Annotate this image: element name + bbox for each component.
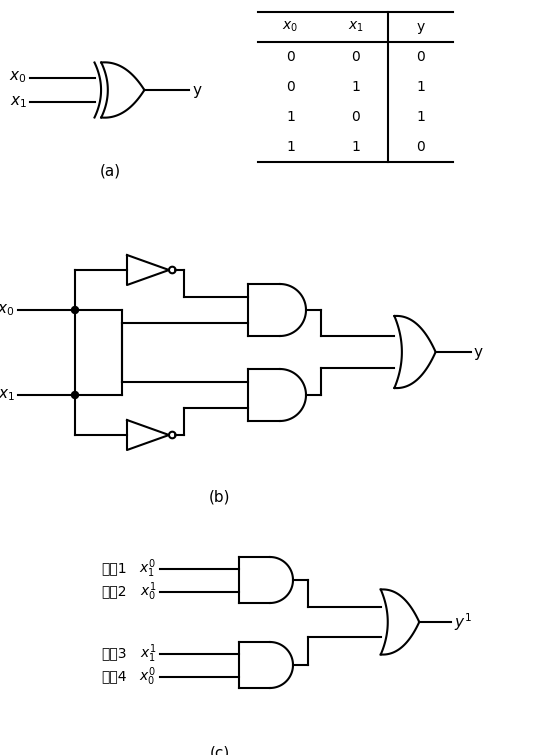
Text: $x_0^1$: $x_0^1$ bbox=[140, 580, 156, 602]
Text: 输入1: 输入1 bbox=[101, 562, 127, 575]
Circle shape bbox=[72, 392, 79, 399]
Text: 1: 1 bbox=[416, 80, 425, 94]
Text: 1: 1 bbox=[416, 110, 425, 124]
Text: (c): (c) bbox=[210, 745, 230, 755]
Text: 0: 0 bbox=[286, 80, 295, 94]
Text: $y^1$: $y^1$ bbox=[454, 611, 472, 633]
Text: 1: 1 bbox=[286, 110, 295, 124]
Text: (a): (a) bbox=[99, 163, 121, 178]
Text: 输入4: 输入4 bbox=[101, 670, 127, 683]
Text: 0: 0 bbox=[286, 50, 295, 64]
Text: 0: 0 bbox=[351, 110, 360, 124]
Text: 输入3: 输入3 bbox=[101, 646, 127, 661]
Text: $x_1$: $x_1$ bbox=[348, 20, 363, 34]
Text: y: y bbox=[192, 82, 201, 97]
Text: 0: 0 bbox=[416, 140, 425, 154]
Text: 1: 1 bbox=[351, 140, 360, 154]
Text: 1: 1 bbox=[286, 140, 295, 154]
Text: y: y bbox=[473, 344, 483, 359]
Text: $x_1^1$: $x_1^1$ bbox=[140, 643, 156, 665]
Text: $x_0$: $x_0$ bbox=[282, 20, 299, 34]
Text: $x_1$: $x_1$ bbox=[0, 387, 15, 403]
Text: 输入2: 输入2 bbox=[101, 584, 127, 599]
Text: $x_0$: $x_0$ bbox=[0, 302, 15, 318]
Text: $x_0^0$: $x_0^0$ bbox=[139, 665, 156, 688]
Text: $x_0$: $x_0$ bbox=[9, 69, 27, 85]
Text: 0: 0 bbox=[416, 50, 425, 64]
Circle shape bbox=[72, 307, 79, 313]
Text: y: y bbox=[416, 20, 425, 34]
Text: 0: 0 bbox=[351, 50, 360, 64]
Text: $x_1^0$: $x_1^0$ bbox=[139, 557, 156, 580]
Text: (b): (b) bbox=[209, 490, 231, 505]
Text: 1: 1 bbox=[351, 80, 360, 94]
Text: $x_1$: $x_1$ bbox=[10, 94, 27, 110]
